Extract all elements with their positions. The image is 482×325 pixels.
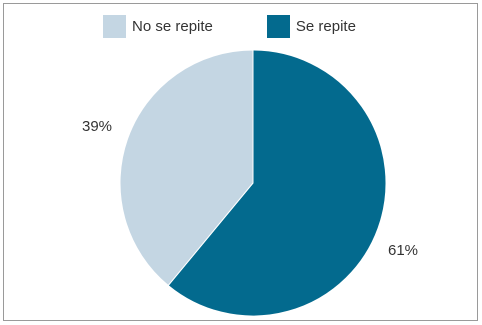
- pie-slice-se-repite: [167, 49, 387, 317]
- pie-slice-no-se-repite: [119, 49, 254, 287]
- legend-label-no-se-repite: No se repite: [132, 18, 213, 35]
- legend-swatch-no-se-repite: [103, 15, 126, 38]
- legend-item-se-repite: Se repite: [266, 15, 356, 38]
- legend-label-se-repite: Se repite: [295, 18, 356, 35]
- data-label-no-se-repite: 39%: [82, 118, 113, 135]
- legend-swatch-se-repite: [266, 15, 290, 38]
- data-label-se-repite: 61%: [388, 242, 419, 259]
- legend-item-no-se-repite: No se repite: [103, 15, 213, 38]
- legend: No se repite Se repite: [103, 15, 356, 38]
